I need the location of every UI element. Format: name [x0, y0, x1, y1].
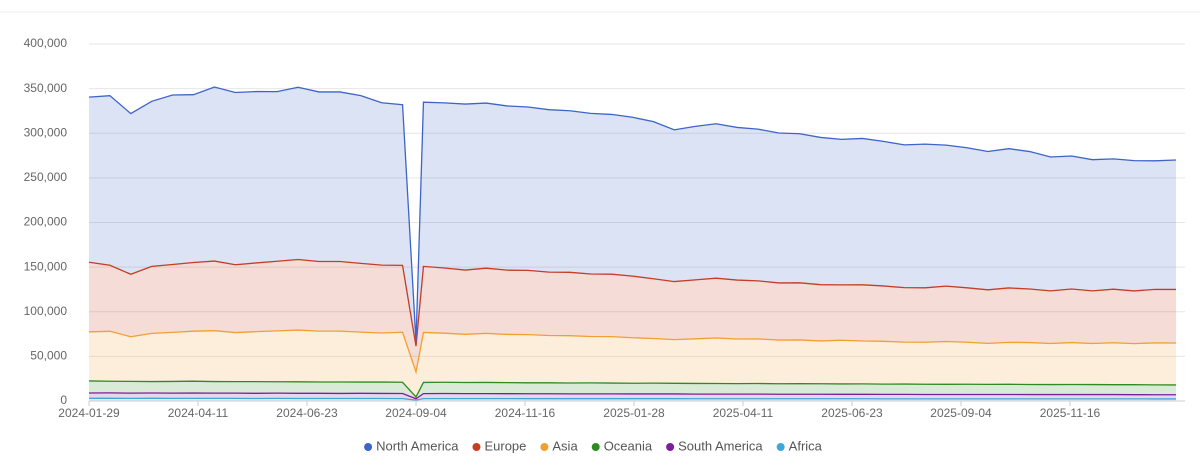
y-tick-label: 250,000 — [24, 170, 68, 184]
legend-marker — [666, 443, 675, 451]
y-tick-label: 200,000 — [24, 215, 68, 229]
legend-marker — [472, 443, 481, 451]
axes: 0 50,000 100,000 150,000 200,000 250,000 300,0… — [24, 36, 1185, 420]
x-tick-label: 2024-01-29 — [58, 406, 120, 420]
x-tick-label: 2025-01-28 — [603, 406, 665, 420]
line — [88, 380, 1177, 399]
x-tick-label: 2025-11-16 — [1040, 406, 1101, 420]
line — [88, 392, 1176, 400]
area — [89, 330, 1176, 397]
line — [88, 86, 1177, 342]
y-tick-label: 100,000 — [24, 304, 68, 318]
x-tick-label: 2025-09-04 — [930, 406, 992, 420]
legend-text: South America — [678, 438, 763, 453]
x-tick-label: 2025-06-23 — [821, 406, 883, 420]
legend-text: Africa — [789, 438, 823, 453]
legend-text: Asia — [552, 438, 578, 453]
y-tick-label: 300,000 — [24, 125, 68, 139]
y-tick-label: 50,000 — [30, 349, 67, 363]
x-tick-label: 2024-04-11 — [168, 406, 229, 420]
y-tick-label: 0 — [60, 393, 67, 407]
y-tick-label: 350,000 — [24, 81, 68, 95]
legend-marker — [364, 443, 373, 451]
legend-text: Oceania — [604, 438, 653, 453]
legend-text: North America — [376, 438, 459, 453]
x-tick-label: 2024-09-04 — [385, 406, 447, 420]
legend-marker — [591, 443, 600, 451]
legend-marker — [776, 443, 785, 451]
line — [88, 258, 1177, 347]
line — [89, 397, 1176, 401]
areas — [89, 87, 1176, 401]
y-tick-label: 150,000 — [24, 259, 68, 273]
x-tick-label: 2024-06-23 — [276, 406, 338, 420]
line — [88, 329, 1177, 375]
x-tick-label: 2025-04-11 — [713, 406, 774, 420]
y-tick-label: 400,000 — [24, 36, 68, 50]
legend-marker — [540, 443, 549, 451]
legend: North America Europe Asia Oceania South Amer… — [364, 438, 823, 453]
lines — [88, 86, 1177, 401]
legend-text: Europe — [484, 438, 526, 453]
x-tick-label: 2024-11-16 — [495, 406, 556, 420]
area — [89, 87, 1176, 347]
